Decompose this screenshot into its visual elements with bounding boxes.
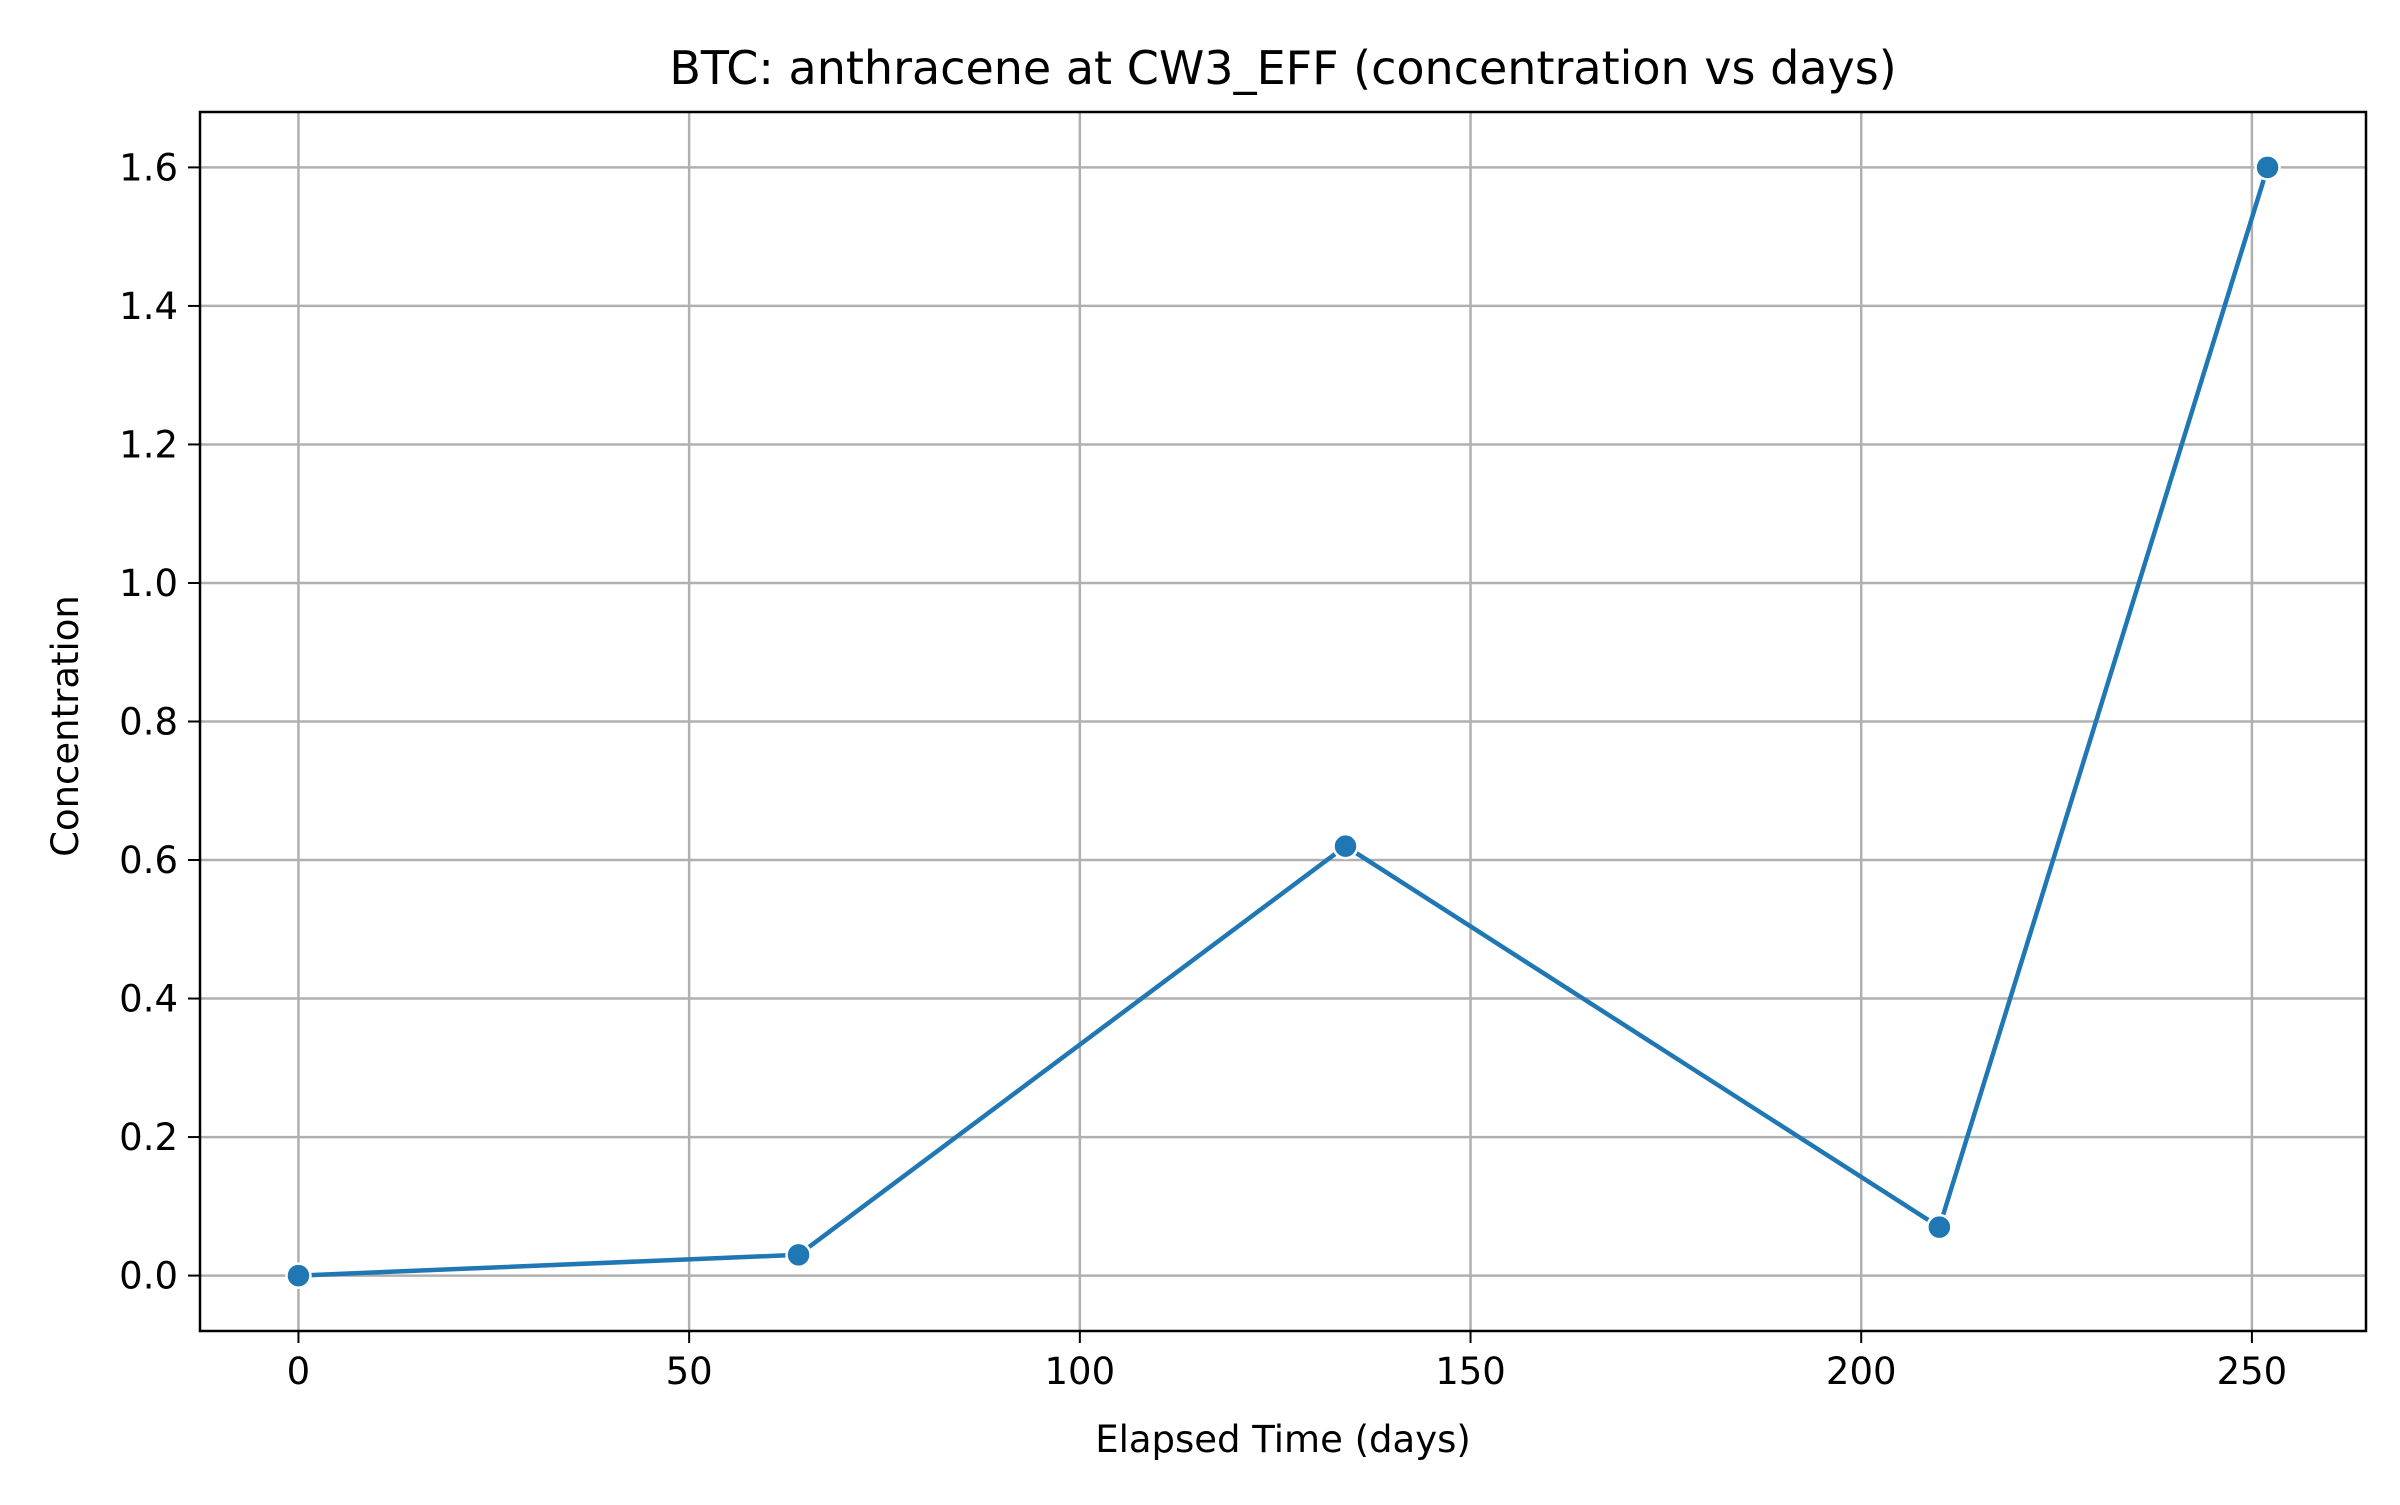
data-point (1332, 832, 1359, 860)
x-tick-label: 50 (666, 1350, 713, 1393)
data-point (2254, 154, 2281, 181)
x-tick-label: 0 (287, 1350, 311, 1393)
x-tick-label: 250 (2217, 1350, 2288, 1393)
x-axis-label: Elapsed Time (days) (1095, 1418, 1471, 1461)
y-tick-label: 0.0 (119, 1255, 178, 1298)
y-tick-label: 1.4 (119, 285, 178, 328)
y-tick-label: 1.6 (119, 146, 178, 189)
y-tick-label: 1.2 (119, 423, 178, 466)
y-axis-label: Concentration (44, 595, 87, 857)
axis-ticks: 0 50 100 150 200 250 0.0 0.2 0.4 0.6 0.8 1.0 1.2 1.4 1… (119, 146, 2287, 1393)
y-tick-label: 0.6 (119, 839, 178, 882)
series-layer (285, 154, 2281, 1289)
plot-frame (198, 110, 2368, 1333)
data-point (285, 1262, 312, 1289)
y-tick-label: 0.4 (119, 978, 178, 1021)
y-tick-label: 0.2 (119, 1116, 178, 1159)
x-tick-label: 100 (1045, 1350, 1116, 1393)
data-point (785, 1241, 812, 1269)
data-point (1926, 1213, 1953, 1241)
x-tick-label: 200 (1826, 1350, 1897, 1393)
chart-title: BTC: anthracene at CW3_EFF (concentratio… (669, 41, 1896, 95)
x-tick-label: 150 (1435, 1350, 1506, 1393)
y-tick-label: 1.0 (119, 562, 178, 605)
y-tick-label: 0.8 (119, 701, 178, 744)
grid (200, 112, 2366, 1331)
